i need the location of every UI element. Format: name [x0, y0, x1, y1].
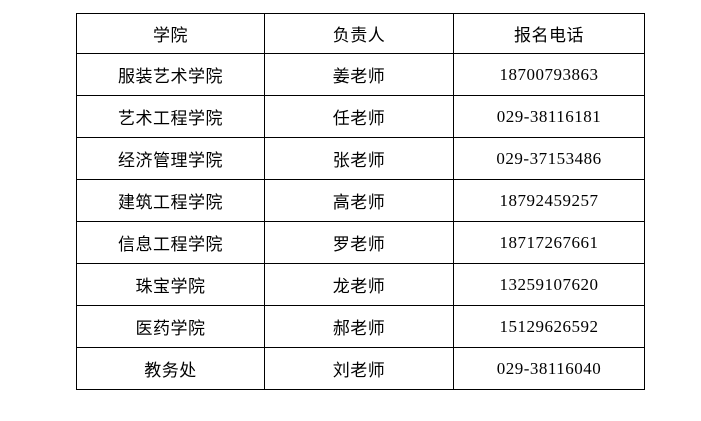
- college-cell: 信息工程学院: [76, 221, 265, 264]
- contact-person-cell: 郝老师: [264, 305, 454, 348]
- phone-cell: 029-38116040: [453, 347, 645, 390]
- contact-person-cell: 张老师: [264, 137, 454, 180]
- table-row: 服装艺术学院 姜老师 18700793863: [76, 53, 645, 96]
- table-row: 珠宝学院 龙老师 13259107620: [76, 263, 645, 306]
- phone-cell: 18792459257: [453, 179, 645, 222]
- contact-person-cell: 刘老师: [264, 347, 454, 390]
- college-cell: 经济管理学院: [76, 137, 265, 180]
- contact-person-cell: 罗老师: [264, 221, 454, 264]
- table-row: 艺术工程学院 任老师 029-38116181: [76, 95, 645, 138]
- table-row: 经济管理学院 张老师 029-37153486: [76, 137, 645, 180]
- contact-person-cell: 龙老师: [264, 263, 454, 306]
- phone-cell: 029-38116181: [453, 95, 645, 138]
- table-row: 教务处 刘老师 029-38116040: [76, 347, 645, 390]
- college-cell: 医药学院: [76, 305, 265, 348]
- phone-cell: 18717267661: [453, 221, 645, 264]
- phone-cell: 18700793863: [453, 53, 645, 96]
- college-cell: 艺术工程学院: [76, 95, 265, 138]
- header-row: 学院 负责人 报名电话: [76, 13, 645, 54]
- contact-person-cell: 任老师: [264, 95, 454, 138]
- table-row: 医药学院 郝老师 15129626592: [76, 305, 645, 348]
- header-cell-college: 学院: [76, 13, 265, 54]
- table-row: 信息工程学院 罗老师 18717267661: [76, 221, 645, 264]
- registration-contact-table: 学院 负责人 报名电话 服装艺术学院 姜老师 18700793863 艺术工程学…: [76, 13, 645, 390]
- contact-table-container: 学院 负责人 报名电话 服装艺术学院 姜老师 18700793863 艺术工程学…: [76, 13, 645, 390]
- header-cell-contact-person: 负责人: [264, 13, 454, 54]
- phone-cell: 13259107620: [453, 263, 645, 306]
- college-cell: 建筑工程学院: [76, 179, 265, 222]
- table-row: 建筑工程学院 高老师 18792459257: [76, 179, 645, 222]
- college-cell: 服装艺术学院: [76, 53, 265, 96]
- college-cell: 珠宝学院: [76, 263, 265, 306]
- header-cell-phone: 报名电话: [453, 13, 645, 54]
- contact-person-cell: 高老师: [264, 179, 454, 222]
- contact-person-cell: 姜老师: [264, 53, 454, 96]
- phone-cell: 15129626592: [453, 305, 645, 348]
- phone-cell: 029-37153486: [453, 137, 645, 180]
- college-cell: 教务处: [76, 347, 265, 390]
